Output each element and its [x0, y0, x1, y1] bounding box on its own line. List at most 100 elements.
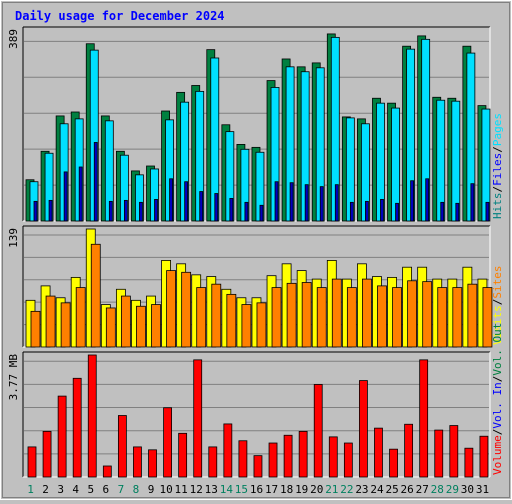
legend-entry-visits: Visits [491, 305, 504, 345]
bar-pages-day-5 [93, 142, 98, 222]
x-tick-label-day-29: 29 [446, 483, 459, 496]
bar-volume-day-13 [208, 446, 218, 478]
bar-sites-day-1 [30, 310, 41, 348]
bar-volume-day-30 [464, 447, 474, 478]
bar-volume-day-11 [178, 432, 188, 478]
bar-volume-day-4 [72, 377, 82, 478]
bar-pages-day-17 [274, 181, 279, 222]
bar-volume-day-25 [389, 448, 398, 478]
x-tick-label-day-25: 25 [385, 483, 398, 496]
bar-sites-day-15 [241, 304, 252, 348]
x-tick-label-day-28: 28 [431, 483, 444, 496]
bar-sites-day-11 [181, 271, 192, 348]
legend-entry-files: Files [491, 153, 504, 186]
bar-pages-day-26 [410, 180, 415, 222]
legend-entry-vol-out: Vol. Out [491, 323, 504, 376]
bar-sites-day-25 [392, 287, 402, 348]
bar-sites-day-3 [60, 302, 71, 348]
legend-entry-vol-in: Vol. In [491, 382, 504, 428]
bar-pages-day-6 [108, 200, 113, 222]
x-tick-label-day-4: 4 [72, 483, 79, 496]
bar-sites-day-20 [316, 287, 327, 348]
bar-sites-day-14 [226, 293, 237, 348]
bar-sites-day-29 [452, 287, 463, 348]
x-tick-label-day-16: 16 [250, 483, 263, 496]
bar-sites-day-21 [331, 278, 342, 348]
legend-separator: / [491, 429, 504, 436]
bar-volume-day-17 [268, 442, 278, 478]
bar-sites-day-24 [377, 285, 387, 348]
bar-volume-day-8 [133, 446, 142, 478]
x-tick-label-day-10: 10 [159, 483, 172, 496]
x-tick-label-day-22: 22 [340, 483, 353, 496]
bar-pages-day-19 [304, 184, 309, 222]
bar-volume-day-3 [57, 395, 67, 478]
x-tick-label-day-21: 21 [325, 483, 338, 496]
bar-pages-day-29 [455, 202, 460, 222]
bar-volume-day-2 [42, 430, 52, 478]
frame-dark-edge [2, 2, 510, 498]
x-tick-label-day-26: 26 [401, 483, 414, 496]
bar-pages-day-24 [380, 198, 384, 222]
bar-pages-day-4 [78, 166, 83, 222]
bar-pages-day-28 [440, 201, 445, 222]
bar-volume-day-27 [419, 359, 429, 478]
x-tick-label-day-18: 18 [280, 483, 293, 496]
x-tick-label-day-2: 2 [42, 483, 49, 496]
bar-volume-day-20 [313, 384, 323, 478]
bar-volume-day-19 [298, 430, 308, 478]
bar-pages-day-10 [169, 178, 173, 222]
x-tick-label-day-30: 30 [461, 483, 474, 496]
bar-sites-day-7 [120, 295, 131, 348]
bar-pages-day-20 [319, 186, 324, 222]
bar-pages-day-8 [139, 201, 143, 222]
bar-sites-day-19 [301, 282, 312, 348]
bar-sites-day-27 [422, 281, 433, 348]
bar-pages-day-30 [470, 183, 475, 222]
bar-pages-day-21 [334, 184, 339, 222]
legend-separator: / [491, 299, 504, 306]
bar-volume-day-16 [253, 455, 263, 478]
bar-sites-day-28 [437, 287, 448, 348]
x-tick-label-day-31: 31 [476, 483, 489, 496]
bar-volume-day-15 [238, 440, 248, 478]
panel-hits-legend: Hits/Files/Pages [491, 113, 504, 219]
x-tick-label-day-15: 15 [235, 483, 248, 496]
bar-volume-day-5 [87, 354, 97, 478]
bar-volume-day-21 [328, 436, 338, 478]
panel-visits-scale-label: 139 [7, 228, 20, 248]
x-tick-label-day-20: 20 [310, 483, 323, 496]
bar-volume-day-10 [163, 407, 172, 478]
legend-entry-pages: Pages [491, 113, 504, 146]
bar-volume-day-31 [479, 435, 489, 478]
bar-sites-day-8 [136, 305, 146, 348]
x-tick-label-day-13: 13 [205, 483, 218, 496]
bar-volume-day-14 [223, 423, 233, 478]
x-tick-label-day-17: 17 [265, 483, 278, 496]
panel-visits-legend: Visits/Sites [491, 266, 504, 346]
bar-pages-day-14 [229, 198, 234, 222]
bar-volume-day-24 [374, 427, 383, 478]
chart-title: Daily usage for December 2024 [15, 9, 225, 23]
legend-entry-volume: Volume [491, 435, 504, 475]
panel-volume-scale-label: 3.77 MB [7, 354, 20, 401]
bar-sites-day-18 [286, 282, 297, 348]
bar-pages-day-3 [63, 171, 68, 222]
x-tick-label-day-23: 23 [355, 483, 368, 496]
panel-volume-legend: Volume/Vol. In/Vol. Out [491, 323, 504, 475]
bar-sites-day-23 [362, 278, 372, 348]
bar-sites-day-2 [45, 295, 56, 348]
legend-entry-hits: Hits [491, 193, 504, 220]
bar-sites-day-16 [256, 302, 267, 348]
panel-hits-scale-label: 389 [7, 29, 20, 49]
x-tick-label-day-24: 24 [370, 483, 384, 496]
x-tick-label-day-5: 5 [87, 483, 94, 496]
bar-sites-day-22 [346, 287, 357, 348]
bar-sites-day-31 [482, 287, 493, 348]
bar-sites-day-13 [211, 283, 222, 348]
bar-volume-day-22 [343, 442, 353, 478]
bar-pages-day-12 [199, 191, 204, 222]
bar-volume-day-1 [27, 446, 37, 478]
